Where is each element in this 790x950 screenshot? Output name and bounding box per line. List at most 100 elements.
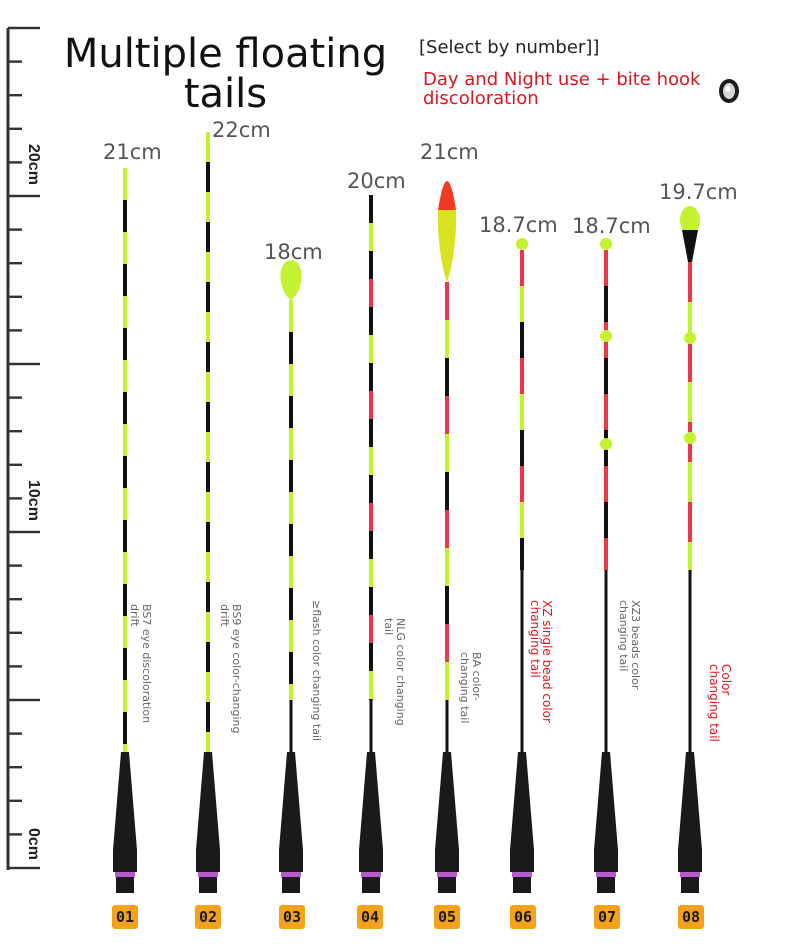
float-antenna-segment	[206, 642, 210, 672]
float-antenna-segment	[520, 322, 524, 358]
float-name-06: XZ single bead color changing tail	[528, 600, 554, 723]
float-antenna-segment	[445, 662, 449, 700]
ruler	[6, 26, 40, 870]
float-antenna-segment	[445, 548, 449, 586]
float-name-03: ≥flash color changing tail	[310, 600, 323, 742]
float-stem	[369, 700, 373, 752]
float-tip-bead	[516, 238, 528, 250]
float-antenna-segment	[206, 132, 210, 162]
float-antenna-segment	[206, 402, 210, 432]
float-antenna-segment	[688, 502, 692, 542]
float-antenna-segment	[123, 648, 127, 680]
float-antenna-segment	[206, 252, 210, 282]
float-08[interactable]	[678, 206, 702, 893]
float-base	[359, 752, 383, 872]
float-number-badge-01[interactable]: 01	[112, 905, 138, 929]
float-head	[680, 206, 700, 234]
float-antenna-segment	[369, 279, 373, 307]
float-antenna-segment	[369, 251, 373, 279]
float-base	[594, 752, 618, 872]
float-ring	[281, 872, 301, 877]
float-number-badge-03[interactable]: 03	[279, 905, 305, 929]
float-04[interactable]	[359, 195, 383, 893]
float-antenna-segment	[369, 475, 373, 503]
float-antenna-segment	[206, 552, 210, 582]
float-antenna-segment	[123, 392, 127, 424]
float-neck	[682, 230, 698, 262]
float-stem	[445, 700, 449, 752]
float-bead	[684, 332, 696, 344]
float-antenna-segment	[604, 250, 608, 286]
float-antenna-segment	[206, 582, 210, 612]
float-number-badge-06[interactable]: 06	[510, 905, 536, 929]
float-antenna-segment	[369, 447, 373, 475]
float-antenna-segment	[369, 419, 373, 447]
float-antenna-segment	[123, 744, 127, 752]
float-antenna-segment	[369, 503, 373, 531]
float-antenna-segment	[289, 556, 293, 588]
float-number-badge-05[interactable]: 05	[434, 905, 460, 929]
float-number-badge-04[interactable]: 04	[357, 905, 383, 929]
float-antenna-segment	[445, 434, 449, 472]
float-antenna-segment	[206, 162, 210, 192]
float-bead	[684, 432, 696, 444]
float-antenna-segment	[123, 616, 127, 648]
float-antenna-segment	[369, 391, 373, 419]
float-antenna-segment	[123, 424, 127, 456]
float-bead	[600, 330, 612, 342]
float-antenna-segment	[520, 250, 524, 286]
float-number-badge-02[interactable]: 02	[195, 905, 221, 929]
float-base	[196, 752, 220, 872]
select-hint: [Select by number]]	[419, 37, 600, 58]
float-01[interactable]	[113, 168, 137, 893]
float-antenna-segment	[604, 358, 608, 394]
float-stem	[520, 570, 524, 752]
float-length-05: 21cm	[420, 140, 479, 164]
float-antenna-segment	[445, 282, 449, 320]
float-antenna-segment	[289, 620, 293, 652]
feature-note: Day and Night use + bite hook discolorat…	[423, 69, 701, 109]
float-head-cap	[438, 181, 456, 210]
float-antenna-segment	[206, 282, 210, 312]
float-antenna-segment	[123, 712, 127, 744]
float-ring	[512, 872, 532, 877]
float-05[interactable]	[435, 181, 459, 893]
float-name-07: XZ3 beads color changing tail	[617, 600, 642, 690]
float-antenna-segment	[604, 394, 608, 430]
float-length-06: 18.7cm	[479, 213, 558, 237]
float-name-05: BA color-changing tail	[458, 652, 483, 724]
float-ring	[115, 872, 135, 877]
float-antenna-segment	[369, 223, 373, 251]
float-head	[280, 260, 302, 300]
float-antenna-segment	[445, 472, 449, 510]
float-07[interactable]	[594, 238, 618, 893]
float-antenna-segment	[445, 510, 449, 548]
float-antenna-segment	[520, 286, 524, 322]
float-number-badge-08[interactable]: 08	[678, 905, 704, 929]
float-base	[113, 752, 137, 872]
ruler-label-10cm: 10cm	[25, 480, 42, 521]
float-antenna-segment	[369, 531, 373, 559]
float-antenna-segment	[688, 462, 692, 502]
float-bead	[600, 438, 612, 450]
float-antenna-segment	[123, 520, 127, 552]
float-number-badge-07[interactable]: 07	[594, 905, 620, 929]
float-antenna-segment	[604, 466, 608, 502]
float-foot	[597, 877, 615, 893]
float-antenna-segment	[369, 587, 373, 615]
float-foot	[513, 877, 531, 893]
float-06[interactable]	[510, 238, 534, 893]
float-stem	[289, 700, 293, 752]
float-antenna-segment	[123, 328, 127, 360]
float-tip-bead	[600, 238, 612, 250]
float-length-08: 19.7cm	[659, 180, 738, 204]
float-antenna-segment	[369, 307, 373, 335]
float-antenna-segment	[688, 262, 692, 302]
float-antenna-segment	[123, 552, 127, 584]
float-foot	[282, 877, 300, 893]
float-length-04: 20cm	[347, 169, 406, 193]
float-antenna-segment	[289, 364, 293, 396]
float-02[interactable]	[196, 132, 220, 893]
float-03[interactable]	[279, 260, 303, 893]
float-antenna-segment	[369, 671, 373, 699]
